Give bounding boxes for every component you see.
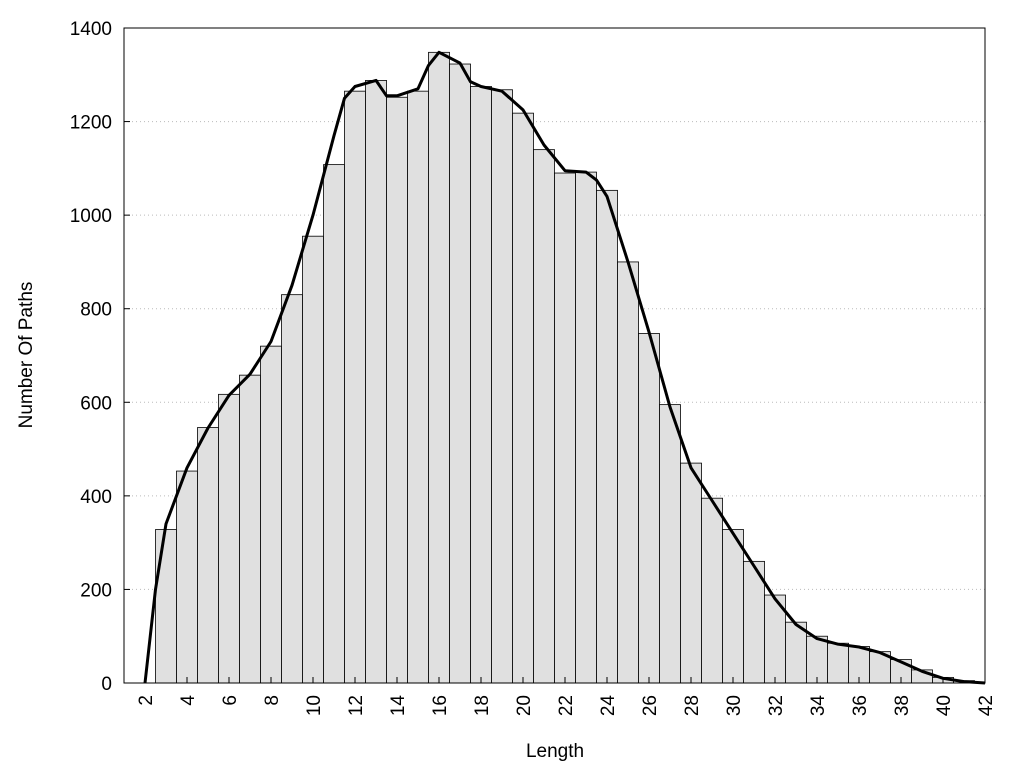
- y-tick-label: 1000: [70, 206, 112, 227]
- x-axis-label: Length: [526, 741, 584, 762]
- bar: [512, 112, 534, 684]
- x-tick-label: 26: [640, 695, 661, 716]
- x-tick-label: 6: [220, 695, 241, 706]
- bar: [638, 333, 660, 684]
- y-tick-label: 0: [101, 674, 112, 695]
- y-tick-label: 400: [80, 487, 112, 508]
- y-tick-label: 200: [80, 580, 112, 601]
- y-tick-label: 600: [80, 393, 112, 414]
- bar: [407, 90, 429, 684]
- y-tick-label: 800: [80, 300, 112, 321]
- bar: [617, 261, 639, 684]
- x-tick-label: 18: [472, 695, 493, 716]
- bar: [155, 529, 177, 684]
- bar: [785, 621, 807, 684]
- bar: [575, 171, 597, 684]
- plot-frame: [123, 27, 986, 684]
- y-tick-label: 1200: [70, 113, 112, 134]
- bar: [554, 172, 576, 684]
- x-tick-label: 38: [892, 695, 913, 716]
- x-tick-label: 28: [682, 695, 703, 716]
- x-tick-label: 20: [514, 695, 535, 716]
- x-tick-label: 14: [388, 695, 409, 717]
- bar: [386, 96, 408, 684]
- bar: [365, 80, 387, 684]
- x-tick-label: 40: [934, 695, 955, 716]
- x-tick-label: 12: [346, 695, 367, 716]
- density-line: [143, 50, 986, 685]
- x-tick-label: 34: [808, 695, 829, 717]
- x-tick-label: 4: [178, 695, 199, 706]
- bar: [701, 497, 723, 684]
- x-tick-label: 8: [262, 695, 283, 706]
- y-tick-label: 1400: [70, 19, 112, 40]
- bar: [260, 345, 282, 684]
- bar: [533, 149, 555, 684]
- bar: [470, 86, 492, 684]
- bar: [680, 462, 702, 684]
- bar: [197, 427, 219, 684]
- bar: [218, 393, 240, 684]
- x-tick-label: 22: [556, 695, 577, 716]
- bar: [302, 235, 324, 684]
- x-tick-label: 10: [304, 695, 325, 716]
- bar: [176, 470, 198, 684]
- bar: [281, 294, 303, 684]
- y-axis-label: Number Of Paths: [16, 282, 37, 429]
- bar: [722, 529, 744, 684]
- x-tick-label: 36: [850, 695, 871, 716]
- x-tick-label: 30: [724, 695, 745, 716]
- bar: [344, 90, 366, 684]
- bar: [239, 374, 261, 684]
- x-tick-label: 16: [430, 695, 451, 716]
- bar: [596, 189, 618, 684]
- x-tick-label: 42: [976, 695, 997, 716]
- bar: [806, 635, 828, 684]
- bar: [827, 642, 849, 684]
- bar: [428, 51, 450, 684]
- x-tick-label: 24: [598, 695, 619, 717]
- bar: [323, 164, 345, 684]
- bar: [659, 404, 681, 684]
- x-tick-label: 2: [136, 695, 157, 706]
- bar: [449, 63, 471, 684]
- x-tick-label: 32: [766, 695, 787, 716]
- bar: [491, 89, 513, 684]
